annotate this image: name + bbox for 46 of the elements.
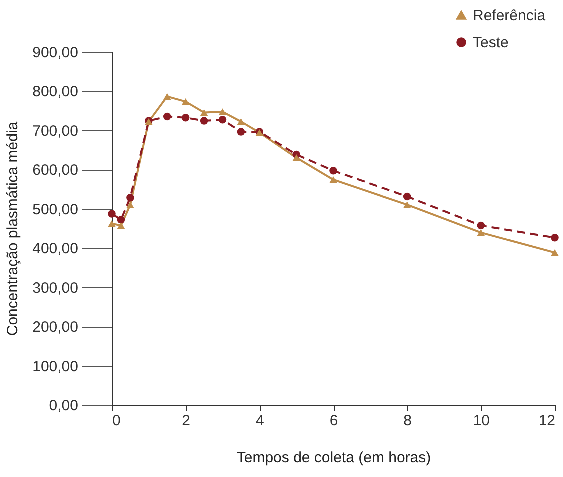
y-tick-label: 100,00 — [32, 358, 78, 376]
point — [403, 192, 412, 201]
point — [182, 114, 190, 122]
point — [200, 117, 208, 125]
point — [108, 220, 116, 228]
y-tick-label: 300,00 — [32, 280, 78, 297]
point — [330, 166, 338, 175]
point — [117, 222, 126, 230]
point — [551, 249, 559, 256]
x-tick-label: 8 — [404, 412, 412, 430]
point — [237, 118, 246, 126]
point — [477, 222, 486, 230]
point — [292, 154, 300, 162]
y-tick-label: 200,00 — [32, 319, 78, 336]
point — [200, 109, 208, 116]
x-tick-label: 10 — [473, 412, 490, 430]
y-tick-label: 800,00 — [32, 84, 78, 101]
point — [126, 202, 134, 208]
point — [218, 116, 227, 124]
x-axis-title: Tempos de coleta (em horas) — [236, 450, 432, 466]
point — [164, 112, 172, 121]
point — [218, 108, 227, 116]
point — [330, 176, 338, 184]
y-tick-label: 0,00 — [49, 398, 78, 414]
x-tick-label: 0 — [112, 412, 121, 430]
point — [108, 210, 116, 218]
point — [164, 93, 172, 100]
point — [126, 194, 134, 202]
point — [182, 98, 190, 106]
legend-label: Referência — [473, 8, 546, 24]
x-tick-label: 12 — [538, 412, 556, 430]
point — [403, 202, 412, 208]
point — [551, 234, 559, 242]
y-axis-title: Concentração plasmática média — [4, 121, 22, 336]
y-tick-label: 500,00 — [32, 201, 78, 218]
x-tick-label: 6 — [330, 412, 338, 430]
y-tick-label: 900,00 — [32, 44, 78, 62]
x-tick-label: 2 — [182, 412, 191, 430]
y-tick-label: 700,00 — [32, 122, 78, 140]
point — [477, 229, 486, 236]
point — [117, 216, 126, 224]
y-tick-label: 400,00 — [32, 240, 78, 258]
x-tick-label: 4 — [256, 412, 264, 430]
y-tick-label: 600,00 — [32, 162, 78, 180]
legend-label: Teste — [473, 34, 509, 52]
point — [237, 128, 246, 136]
